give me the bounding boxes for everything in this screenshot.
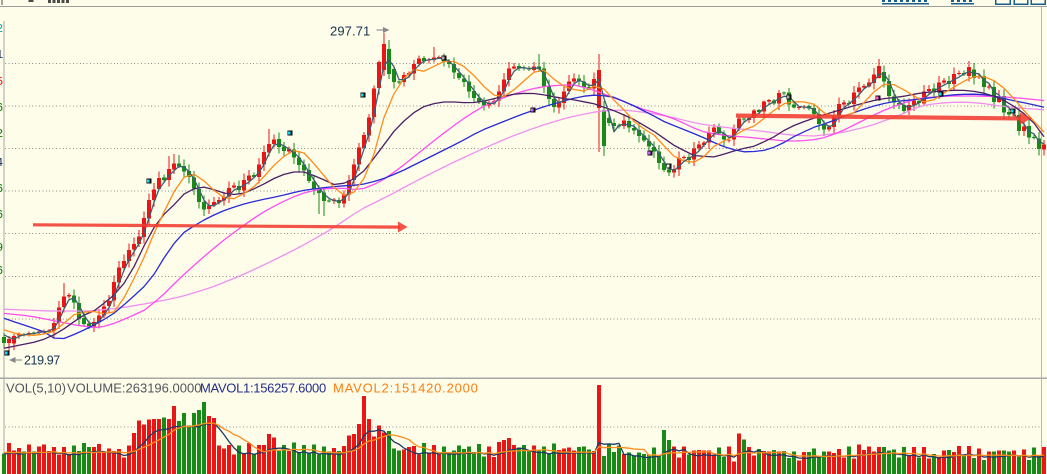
svg-text:6: 6	[0, 182, 3, 196]
svg-text:5: 5	[0, 75, 3, 89]
svg-text:2: 2	[0, 127, 3, 141]
svg-text:MAVOL2:151420.2000: MAVOL2:151420.2000	[333, 381, 479, 396]
svg-text:9: 9	[0, 241, 3, 255]
svg-text:6: 6	[0, 208, 3, 222]
svg-text:6: 6	[0, 264, 3, 278]
svg-text:4: 4	[0, 156, 3, 170]
svg-text:1: 1	[0, 48, 3, 62]
svg-text:6: 6	[0, 101, 3, 115]
svg-text:2: 2	[0, 22, 3, 36]
svg-text:297.71: 297.71	[330, 24, 370, 39]
svg-text:VOLUME:263196.0000: VOLUME:263196.0000	[67, 381, 201, 396]
svg-text:219.97: 219.97	[24, 354, 60, 368]
svg-text:VOL(5,10): VOL(5,10)	[6, 381, 66, 396]
svg-text:MAVOL1:156257.6000: MAVOL1:156257.6000	[200, 381, 326, 396]
